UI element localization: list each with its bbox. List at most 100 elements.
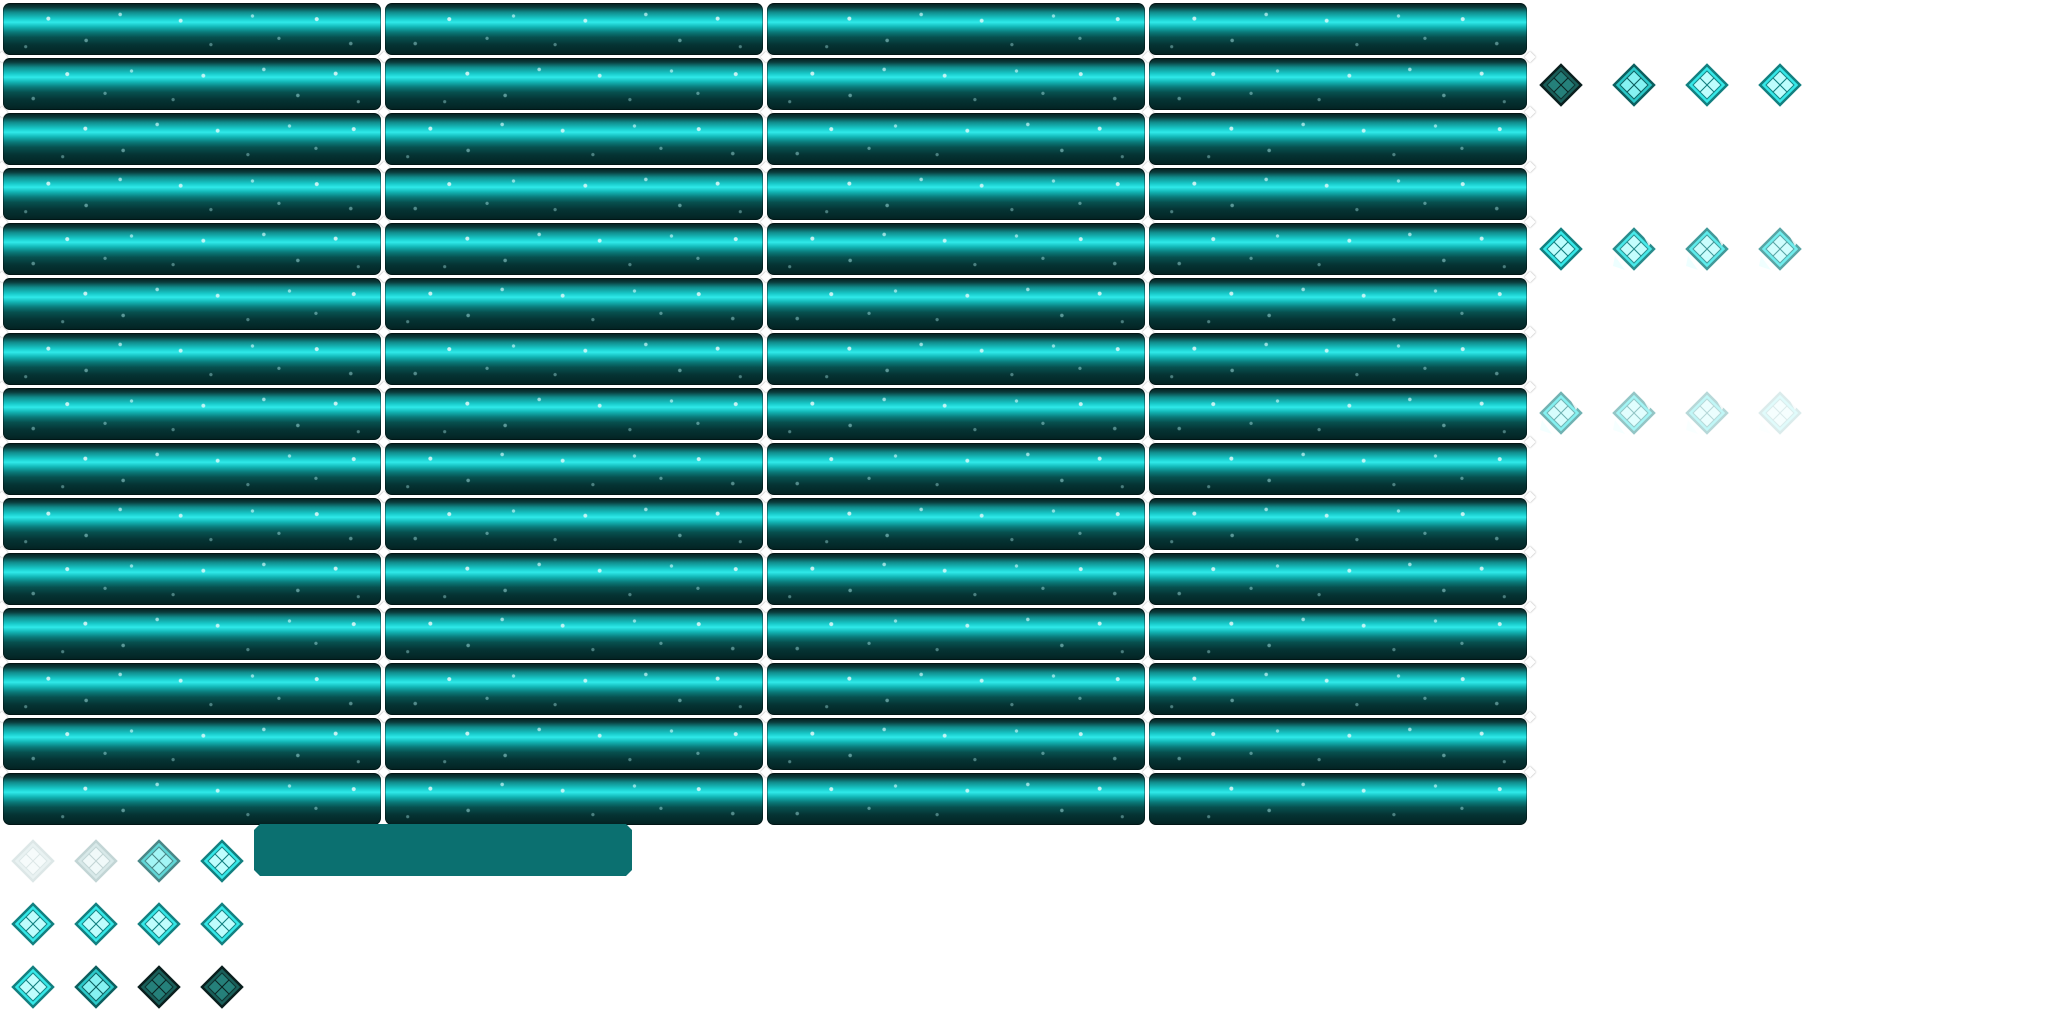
bar-sparkle-texture — [385, 608, 763, 660]
bar-sparkle-texture — [1149, 663, 1527, 715]
solid-teal-fill-bar — [254, 824, 632, 876]
bar-sparkle-texture — [767, 388, 1145, 440]
bar-sparkle-texture — [767, 113, 1145, 165]
bar-sparkle-texture — [804, 663, 1145, 715]
bar-sparkle-texture — [40, 278, 381, 330]
bar-sparkle-texture — [40, 773, 381, 825]
diamond-gem-shatter-icon — [1684, 390, 1730, 436]
bar-sparkle-texture — [1186, 443, 1527, 495]
diamond-gem-icon — [1757, 62, 1803, 108]
bar-sparkle-texture — [767, 58, 1145, 110]
glowing-bar-sprite — [385, 3, 763, 55]
glowing-bar-sprite — [1149, 553, 1527, 605]
glowing-bar-sprite — [3, 773, 381, 825]
diamond-gem-shatter-icon — [1611, 390, 1657, 436]
diamond-gem-shatter-icon — [1611, 226, 1657, 272]
glowing-bar-sprite — [385, 333, 763, 385]
bar-sparkle-texture — [385, 443, 763, 495]
glowing-bar-sprite — [767, 58, 1145, 110]
bar-sparkle-texture — [3, 388, 381, 440]
bar-sparkle-texture — [767, 718, 1145, 770]
glowing-bar-sprite — [3, 498, 381, 550]
bar-sparkle-texture — [3, 333, 381, 385]
glowing-bar-sprite — [385, 168, 763, 220]
glowing-bar-sprite — [1149, 278, 1527, 330]
diamond-gem-shatter-icon — [1757, 390, 1803, 436]
bar-sparkle-texture — [767, 278, 1145, 330]
bar-sparkle-texture — [3, 3, 381, 55]
bar-sparkle-texture — [385, 333, 763, 385]
bar-sparkle-texture — [1149, 168, 1527, 220]
glowing-bar-sprite — [3, 58, 381, 110]
glowing-bar-sprite — [1149, 223, 1527, 275]
bar-sparkle-texture — [767, 773, 1145, 825]
diamond-gem-icon — [1611, 62, 1657, 108]
diamond-gem-shatter-icon — [1538, 226, 1584, 272]
glowing-bar-sprite — [385, 773, 763, 825]
diamond-gem-icon — [199, 838, 245, 884]
diamond-gem-faded-icon — [73, 838, 119, 884]
bar-sparkle-texture — [385, 168, 763, 220]
bar-sparkle-texture — [1186, 278, 1527, 330]
bar-sparkle-texture — [385, 498, 763, 550]
glowing-bar-sprite — [767, 718, 1145, 770]
glowing-bar-sprite — [1149, 333, 1527, 385]
glowing-bar-sprite — [3, 443, 381, 495]
glowing-bar-sprite — [385, 223, 763, 275]
glowing-bar-sprite — [3, 608, 381, 660]
diamond-gem-dark-icon — [136, 964, 182, 1010]
glowing-bar-sprite — [385, 498, 763, 550]
diamond-gem-shatter-icon — [1757, 226, 1803, 272]
bar-sparkle-texture — [3, 718, 381, 770]
bar-sparkle-texture — [3, 223, 381, 275]
diamond-gem-icon — [136, 901, 182, 947]
glowing-bar-sprite — [385, 278, 763, 330]
glowing-bar-sprite — [767, 3, 1145, 55]
glowing-bar-sprite — [3, 278, 381, 330]
glowing-bar-sprite — [767, 608, 1145, 660]
bar-sparkle-texture — [1186, 113, 1527, 165]
glowing-bar-sprite — [1149, 58, 1527, 110]
glowing-bar-sprite — [385, 443, 763, 495]
bar-sparkle-texture — [3, 168, 381, 220]
bar-sparkle-texture — [385, 113, 763, 165]
bar-sparkle-texture — [1149, 553, 1527, 605]
glowing-bar-sprite — [3, 168, 381, 220]
bar-sparkle-texture — [422, 388, 763, 440]
glowing-bar-sprite — [767, 553, 1145, 605]
bar-sparkle-texture — [1149, 718, 1527, 770]
glowing-bar-sprite — [385, 718, 763, 770]
bar-sparkle-texture — [1149, 223, 1527, 275]
diamond-gem-icon — [136, 838, 182, 884]
glowing-bar-sprite — [385, 663, 763, 715]
diamond-gem-icon — [10, 901, 56, 947]
bar-sparkle-texture — [385, 773, 763, 825]
diamond-gem-dark-icon — [199, 964, 245, 1010]
glowing-bar-sprite — [3, 388, 381, 440]
glowing-bar-sprite — [767, 223, 1145, 275]
bar-sparkle-texture — [422, 223, 763, 275]
bar-sparkle-texture — [1149, 388, 1527, 440]
glowing-bar-sprite — [3, 223, 381, 275]
glowing-bar-sprite — [1149, 663, 1527, 715]
glowing-bar-sprite — [385, 388, 763, 440]
bar-sparkle-texture — [1149, 333, 1527, 385]
bar-sparkle-texture — [1149, 3, 1527, 55]
glowing-bar-sprite — [1149, 608, 1527, 660]
glowing-bar-sprite — [1149, 388, 1527, 440]
diamond-gem-icon — [73, 901, 119, 947]
glowing-bar-sprite — [3, 113, 381, 165]
bar-sparkle-texture — [767, 223, 1145, 275]
diamond-gem-icon — [1684, 62, 1730, 108]
glowing-bar-sprite — [767, 663, 1145, 715]
glowing-bar-sprite — [1149, 443, 1527, 495]
bar-sparkle-texture — [804, 3, 1145, 55]
bar-sparkle-texture — [767, 443, 1145, 495]
bar-sparkle-texture — [3, 553, 381, 605]
glowing-bar-sprite — [767, 333, 1145, 385]
glowing-bar-sprite — [767, 113, 1145, 165]
bar-sparkle-texture — [40, 113, 381, 165]
glowing-bar-sprite — [385, 553, 763, 605]
bar-sparkle-texture — [3, 498, 381, 550]
